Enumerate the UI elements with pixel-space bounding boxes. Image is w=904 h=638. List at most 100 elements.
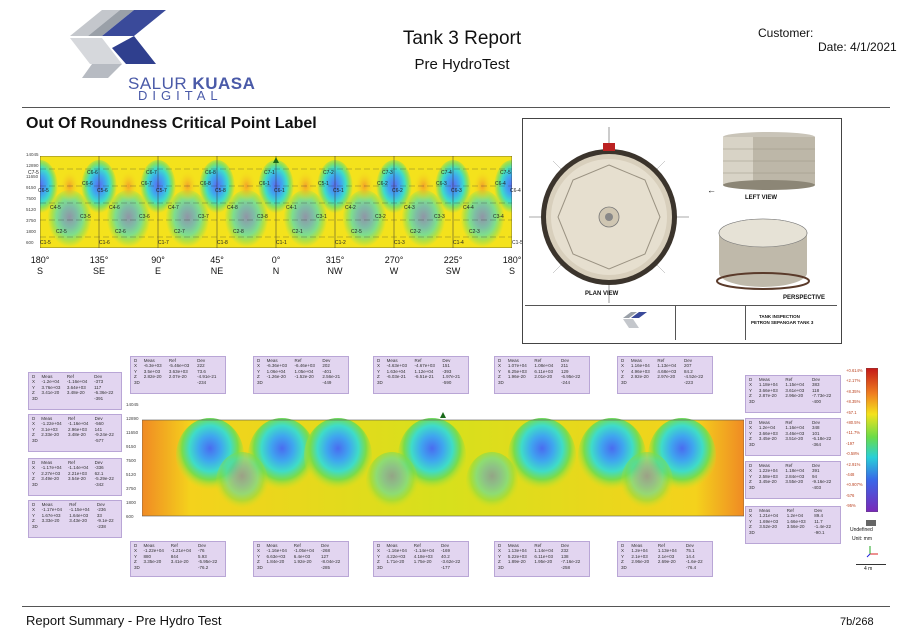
callout-value-cell: 3.35e-20 <box>143 559 162 565</box>
callout-value-cell: -560 <box>94 421 104 427</box>
callout-value-cell: 3D <box>377 564 383 570</box>
critical-point-label: C7-5 <box>28 170 39 176</box>
callout-value-cell: 1.16e+04 <box>630 363 650 369</box>
callout-value-cell <box>266 380 294 385</box>
critical-point-label: C6-1 <box>259 181 270 187</box>
callout-header-cell: Meas <box>758 463 770 468</box>
callout-value-cell: 1.64e+03 <box>69 512 89 518</box>
legend-tick-label: +57.1 <box>846 409 857 415</box>
critical-point-label: C1-4 <box>453 240 464 246</box>
unrolled-mid-deviation-zone <box>47 190 92 248</box>
left-view-label: LEFT VIEW <box>745 195 777 201</box>
callout-value-cell: -1.16e+04 <box>386 548 407 554</box>
critical-point-callout: D Meas Ref Dev X -6.3e+03 -5.46e+03 222 Y 3.5e+03… <box>130 356 226 394</box>
unrolled-mid-deviation-zone <box>224 190 269 248</box>
callout-value-cell <box>657 565 685 570</box>
callout-value-cell: 1.14e+04 <box>534 548 554 554</box>
callout-value-cell: Y <box>32 512 36 518</box>
callout-value-cell: -4.52e-22 <box>683 374 704 380</box>
callout-value-cell <box>40 482 67 487</box>
callout-value-cell: 6.11e+03 <box>534 553 553 559</box>
callout-value-cell: 3D <box>749 398 755 404</box>
callout-value-cell: -342 <box>94 481 104 487</box>
callout-header-cell: Dev <box>811 420 820 425</box>
y-tick-label: 9150 <box>126 444 137 449</box>
callout-value-cell: 2.97e-20 <box>657 374 676 380</box>
unrolled-mid-deviation-zone <box>106 190 151 248</box>
callout-value-cell: 202 <box>322 363 330 369</box>
critical-point-callout: D Meas Ref Dev X -1.17e+04 -1.14e+04 -336 Y 2.27e… <box>28 458 122 496</box>
drawing-title-block: TANK INSPECTION PETRON SEPANGAR TANK 3 <box>525 305 837 340</box>
callout-value-cell: -177 <box>441 564 451 570</box>
view-arrow-icon: ← <box>707 185 716 195</box>
callout-value-cell: -223 <box>683 379 693 385</box>
callout-value-cell: 1.22e+04 <box>758 468 778 474</box>
callout-value-cell: -393 <box>442 368 452 374</box>
callout-value-cell: -7.16e-22 <box>560 559 581 565</box>
critical-point-callout: D Meas Ref Dev X 1.07e+04 1.08e+04 211 Y 6.25e+03… <box>494 356 590 394</box>
callout-value-cell: 1.08e+04 <box>534 363 554 369</box>
callout-value-cell: -76 <box>198 548 205 554</box>
callout-value-cell: Z <box>32 390 35 396</box>
y-tick-label: 5120 <box>26 207 37 212</box>
critical-point-label: C5-8 <box>215 188 226 194</box>
critical-point-label: C7-3 <box>382 170 393 176</box>
report-subtitle: Pre HydroTest <box>414 56 510 73</box>
callout-value-cell: 1.2e+04 <box>786 513 804 519</box>
y-tick-label: 600 <box>126 514 134 519</box>
callout-value-cell: -6.36e-22 <box>94 390 114 396</box>
callout-header-cell: D <box>377 358 381 363</box>
brand-word-2: KUASA <box>192 74 256 93</box>
callout-value-cell: X <box>498 363 502 369</box>
callout-value-cell: 1.07e+04 <box>507 363 527 369</box>
callout-value-cell: 2.82e-20 <box>143 374 162 380</box>
callout-value-cell: -6.36e+03 <box>266 363 288 369</box>
callout-header-cell: D <box>134 358 138 363</box>
callout-value-cell: X <box>377 363 381 369</box>
callout-header-cell: Meas <box>266 543 278 548</box>
callout-value-cell: 4.96e+03 <box>630 368 650 374</box>
critical-point-label: C4-3 <box>404 205 415 211</box>
callout-value-cell: 1.96e-20 <box>507 374 526 380</box>
callout-value-cell: Z <box>621 559 624 565</box>
callout-value-cell: 3D <box>621 564 627 570</box>
callout-value-cell: Y <box>749 473 753 479</box>
page-number: 7b/268 <box>840 616 874 628</box>
callout-value-cell: Y <box>134 368 138 374</box>
callout-header-cell: Meas <box>758 377 770 382</box>
callout-value-cell <box>758 485 785 490</box>
callout-header-cell: Dev <box>560 358 569 363</box>
callout-value-cell: 2.56e-21 <box>322 374 341 380</box>
critical-point-label: C3-6 <box>139 214 150 220</box>
legend-tick-label: +11.7% <box>846 430 861 436</box>
unrolled-map-heatmap <box>40 156 512 248</box>
callout-value-cell: -577 <box>94 437 104 443</box>
low-deviation-zone <box>508 418 576 494</box>
callout-value-cell <box>386 380 414 385</box>
callout-value-cell: 2.21e+03 <box>67 470 87 476</box>
callout-header-cell: Dev <box>441 543 450 548</box>
callout-value-cell: -391 <box>94 395 104 401</box>
callout-value-cell: -76.2 <box>198 564 209 570</box>
legend-tick-label: +80.5% <box>846 420 861 425</box>
callout-value-cell: 3.49e-20 <box>41 476 60 482</box>
scale-bar-label: 4 m <box>864 566 873 572</box>
callout-value-cell: X <box>621 363 625 369</box>
callout-header-cell: Dev <box>811 463 820 468</box>
callout-header-cell: Dev <box>560 543 569 548</box>
critical-point-label: C4-4 <box>463 205 474 211</box>
callout-value-cell: 1.75e-20 <box>413 559 432 565</box>
callout-value-cell: -5.46e+03 <box>168 363 190 369</box>
callout-value-cell: 75.1 <box>685 548 695 554</box>
callout-value-cell: 2.96e-20 <box>631 559 650 565</box>
callout-value-cell: 101 <box>811 430 820 436</box>
callout-value-cell: 1.2e+04 <box>758 425 776 431</box>
heading-direction: SW <box>445 266 461 276</box>
legend-unit-label: Unit: mm <box>852 536 872 542</box>
unrolled-high-deviation-zone <box>236 170 257 202</box>
callout-value-cell: 1.97e-21 <box>442 374 461 380</box>
footer-divider <box>22 606 890 607</box>
callout-value-cell: 1.92e-20 <box>293 559 312 565</box>
callout-value-cell: Z <box>498 374 501 380</box>
callout-header-cell: Meas <box>758 420 770 425</box>
